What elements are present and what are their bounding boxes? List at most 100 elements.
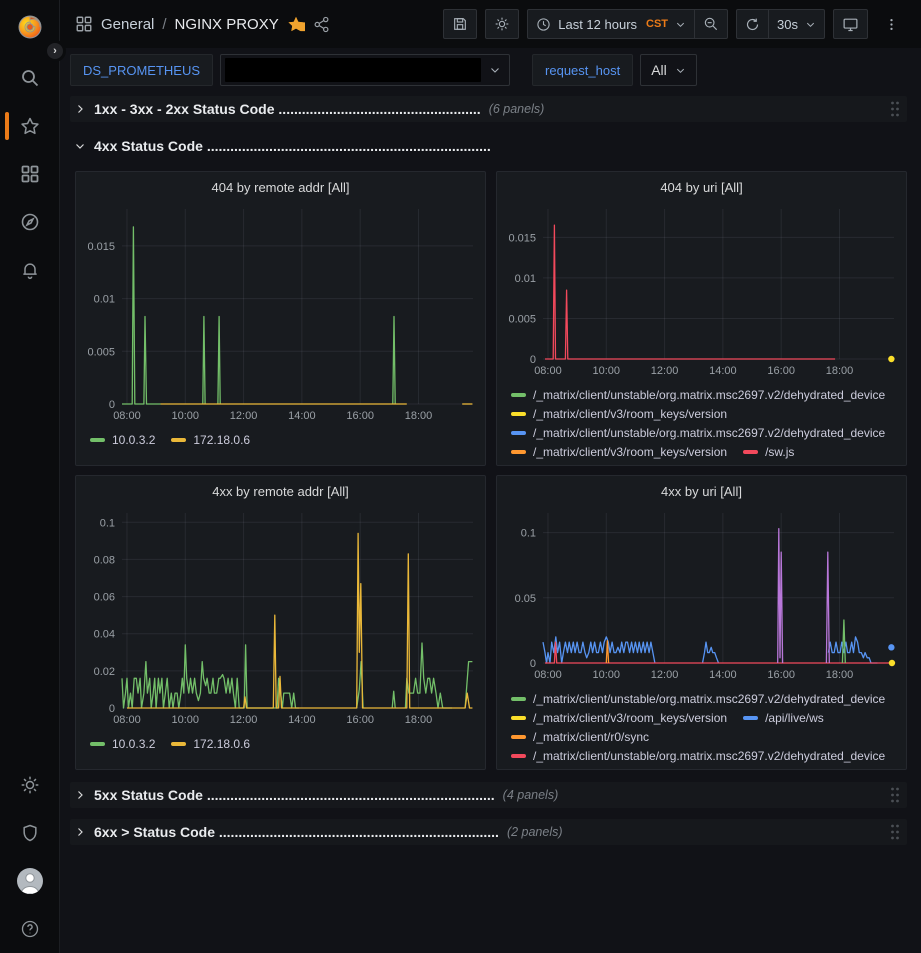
drag-handle-icon[interactable] — [889, 823, 901, 841]
legend-item[interactable]: /api/live/ws — [743, 711, 824, 725]
legend-item[interactable]: 172.18.0.6 — [171, 433, 250, 447]
legend-item[interactable]: /_matrix/client/v3/room_keys/version — [511, 407, 727, 421]
series-line[interactable] — [464, 660, 473, 709]
sidebar-item-profile[interactable] — [0, 857, 60, 905]
series-line[interactable] — [202, 315, 206, 405]
grafana-logo[interactable] — [0, 0, 60, 54]
legend-item[interactable]: /_matrix/client/unstable/org.matrix.msc2… — [511, 749, 885, 763]
legend-item[interactable]: 172.18.0.6 — [171, 737, 250, 751]
timeseries-chart[interactable]: 0 0.05 0.1 08:00 10:00 12:00 14:00 16:00 18:00 /_… — [501, 505, 902, 763]
y-axis-label: 0.02 — [94, 666, 115, 678]
legend-item[interactable]: /_matrix/client/unstable/org.matrix.msc2… — [511, 692, 885, 706]
series-line[interactable] — [391, 690, 396, 709]
y-axis-label: 0.1 — [521, 528, 536, 540]
series-line[interactable] — [545, 641, 894, 664]
series-point[interactable] — [888, 644, 895, 651]
row-1xx-3xx-2xx[interactable]: 1xx - 3xx - 2xx Status Code ............… — [70, 96, 907, 122]
chart-canvas[interactable]: 0 0.005 0.01 0.015 08:00 10:00 12:00 14:00 16:00… — [501, 201, 902, 379]
panel-title[interactable]: 404 by remote addr [All] — [211, 180, 350, 195]
timeseries-chart[interactable]: 0 0.02 0.04 0.06 0.08 0.1 08:00 10:00 12:00 14:00… — [80, 505, 481, 751]
chart-legend: /_matrix/client/unstable/org.matrix.msc2… — [501, 384, 902, 459]
dashboard-title[interactable]: NGINX PROXY — [174, 15, 279, 33]
panel-title[interactable]: 404 by uri [All] — [660, 180, 743, 195]
time-range-picker[interactable]: Last 12 hours CST — [527, 9, 696, 39]
x-axis-label: 18:00 — [405, 714, 433, 726]
row-4xx[interactable]: 4xx Status Code ........................… — [70, 133, 907, 159]
panel-404-by-uri: 404 by uri [All] 0 0.005 0.01 0.015 08:00 10:… — [496, 171, 907, 466]
series-point[interactable] — [888, 659, 896, 667]
chart-canvas[interactable]: 0 0.005 0.01 0.015 08:00 10:00 12:00 14:00 16:00… — [80, 201, 481, 424]
chart-canvas[interactable]: 0 0.05 0.1 08:00 10:00 12:00 14:00 16:00 18:00 — [501, 505, 902, 683]
dashboard-settings-button[interactable] — [485, 9, 520, 39]
refresh-button[interactable] — [736, 9, 770, 39]
x-axis-label: 14:00 — [709, 365, 737, 377]
series-line[interactable] — [777, 528, 784, 664]
sidebar-item-search[interactable] — [0, 54, 60, 102]
series-line[interactable] — [217, 315, 221, 405]
y-axis-label: 0.015 — [87, 241, 115, 253]
series-line[interactable] — [542, 636, 656, 664]
refresh-interval-label: 30s — [777, 16, 798, 32]
sidebar-item-settings[interactable] — [0, 761, 60, 809]
series-line[interactable] — [701, 641, 720, 664]
datasource-variable-label[interactable]: DS_PROMETHEUS — [70, 54, 214, 86]
chart-canvas[interactable]: 0 0.02 0.04 0.06 0.08 0.1 08:00 10:00 12:00 14:00… — [80, 505, 481, 728]
series-line[interactable] — [404, 642, 452, 709]
save-dashboard-button[interactable] — [443, 9, 478, 39]
gear-icon — [21, 776, 38, 794]
bell-icon — [22, 263, 37, 280]
legend-label: /_matrix/client/unstable/org.matrix.msc2… — [533, 692, 886, 706]
legend-item[interactable]: 10.0.3.2 — [90, 737, 155, 751]
series-line[interactable] — [545, 224, 836, 360]
request-host-variable-select[interactable]: All — [640, 54, 697, 86]
datasource-variable-select[interactable] — [220, 54, 511, 86]
sidebar-item-help[interactable] — [0, 905, 60, 953]
panel-title[interactable]: 4xx by remote addr [All] — [212, 484, 349, 499]
cycle-view-mode-button[interactable] — [833, 9, 868, 39]
series-line[interactable] — [127, 532, 473, 709]
datasource-value-redacted — [225, 58, 482, 82]
breadcrumb-section[interactable]: General — [101, 15, 155, 33]
series-line[interactable] — [825, 551, 830, 664]
legend-item[interactable]: 10.0.3.2 — [90, 433, 155, 447]
panel-grid: 404 by remote addr [All] 0 0.005 0.01 0.015… — [70, 171, 907, 770]
drag-handle-icon[interactable] — [889, 100, 901, 118]
series-line[interactable] — [827, 636, 878, 664]
sidebar-item-explore[interactable] — [0, 198, 60, 246]
request-host-variable-label[interactable]: request_host — [532, 54, 634, 86]
legend-item[interactable]: /sw.js — [743, 445, 794, 459]
row-5xx[interactable]: 5xx Status Code ........................… — [70, 782, 907, 808]
favorite-star-icon[interactable] — [287, 15, 305, 33]
sidebar-expand-button[interactable]: › — [44, 40, 66, 62]
legend-item[interactable]: /_matrix/client/r0/sync — [511, 730, 649, 744]
sidebar-item-dashboards[interactable] — [0, 150, 60, 198]
sidebar-item-alerting[interactable] — [0, 246, 60, 294]
legend-item[interactable]: /_matrix/client/unstable/org.matrix.msc2… — [511, 426, 885, 440]
sidebar-item-starred[interactable] — [0, 102, 60, 150]
timezone-label: CST — [646, 18, 669, 30]
timeseries-chart[interactable]: 0 0.005 0.01 0.015 08:00 10:00 12:00 14:00 16:00… — [501, 201, 902, 459]
chevron-down-icon — [676, 68, 684, 73]
legend-item[interactable]: /_matrix/client/v3/room_keys/version — [511, 711, 727, 725]
zoom-out-button[interactable] — [694, 9, 729, 39]
series-point[interactable] — [888, 355, 895, 363]
share-alt-icon[interactable] — [313, 16, 330, 33]
series-line[interactable] — [841, 619, 846, 664]
refresh-interval-picker[interactable]: 30s — [768, 9, 825, 39]
legend-item[interactable]: /_matrix/client/unstable/org.matrix.msc2… — [511, 388, 885, 402]
sidebar-item-server-admin[interactable] — [0, 809, 60, 857]
legend-item[interactable]: /_matrix/client/v3/room_keys/version — [511, 445, 727, 459]
grafana-logo-icon — [18, 15, 41, 39]
panel-title[interactable]: 4xx by uri [All] — [661, 484, 742, 499]
kebab-menu-button[interactable] — [876, 9, 907, 39]
legend-label: 172.18.0.6 — [193, 433, 251, 447]
timeseries-chart[interactable]: 0 0.005 0.01 0.015 08:00 10:00 12:00 14:00 16:00… — [80, 201, 481, 447]
series-line[interactable] — [121, 644, 299, 709]
legend-label: /api/live/ws — [765, 711, 824, 725]
series-line[interactable] — [605, 640, 610, 664]
drag-handle-icon[interactable] — [889, 786, 901, 804]
x-axis-label: 14:00 — [288, 410, 316, 422]
row-6xx[interactable]: 6xx > Status Code ......................… — [70, 819, 907, 845]
series-line[interactable] — [392, 315, 396, 405]
series-line[interactable] — [122, 226, 161, 405]
